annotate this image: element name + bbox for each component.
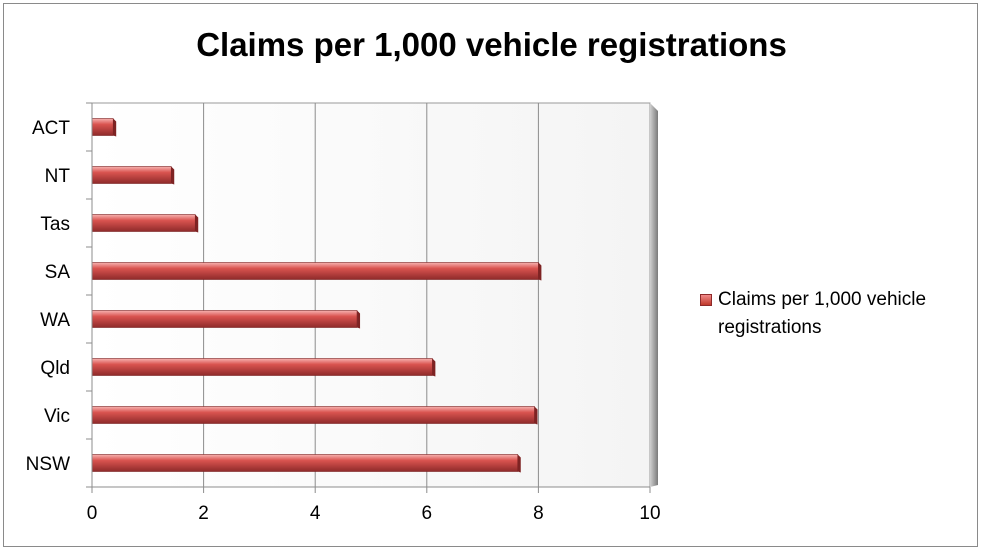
bar-end-cap: [113, 118, 117, 137]
plot-side-wall: [650, 103, 658, 487]
bar-end-cap: [357, 310, 361, 329]
y-tick-label: ACT: [32, 118, 70, 139]
bar-wa: [91, 310, 358, 328]
bar-act: [91, 118, 114, 136]
x-tick-label: 10: [639, 503, 660, 524]
y-tick-label: WA: [40, 310, 70, 331]
y-tick-label: NT: [45, 166, 71, 187]
bar-qld: [91, 358, 433, 376]
x-tick-label: 6: [422, 503, 433, 524]
bar-nsw: [91, 454, 519, 472]
y-tick-label: Qld: [40, 358, 70, 379]
legend-swatch: [700, 294, 712, 306]
tick-labels: 0 2 4 6 8 10 ACT NT Tas SA WA Qld Vic NSW: [26, 118, 661, 524]
axes: [86, 102, 650, 488]
bar-end-cap: [534, 406, 538, 425]
bar-end-cap: [195, 214, 199, 233]
bar-end-cap: [432, 358, 436, 377]
legend-label: Claims per 1,000 vehicle registrations: [718, 289, 927, 338]
x-tick-label: 4: [310, 503, 321, 524]
y-tick-label: NSW: [26, 454, 70, 475]
bar-tas: [91, 214, 196, 232]
chart-title: Claims per 1,000 vehicle registrations: [196, 26, 787, 63]
bar-sa: [91, 262, 539, 280]
bars: [91, 118, 542, 473]
y-tick-label: Tas: [40, 214, 70, 235]
bar-vic: [91, 406, 535, 424]
bar-nt: [91, 166, 172, 184]
y-tick-label: Vic: [44, 406, 70, 427]
bar-end-cap: [538, 262, 542, 281]
x-tick-label: 2: [198, 503, 209, 524]
x-tick-label: 0: [87, 503, 98, 524]
y-tick-label: SA: [45, 262, 71, 283]
plot-wall: [91, 102, 658, 488]
bar-end-cap: [517, 454, 521, 473]
bar-end-cap: [171, 166, 175, 185]
plot-area: [91, 102, 651, 488]
x-tick-label: 8: [533, 503, 544, 524]
